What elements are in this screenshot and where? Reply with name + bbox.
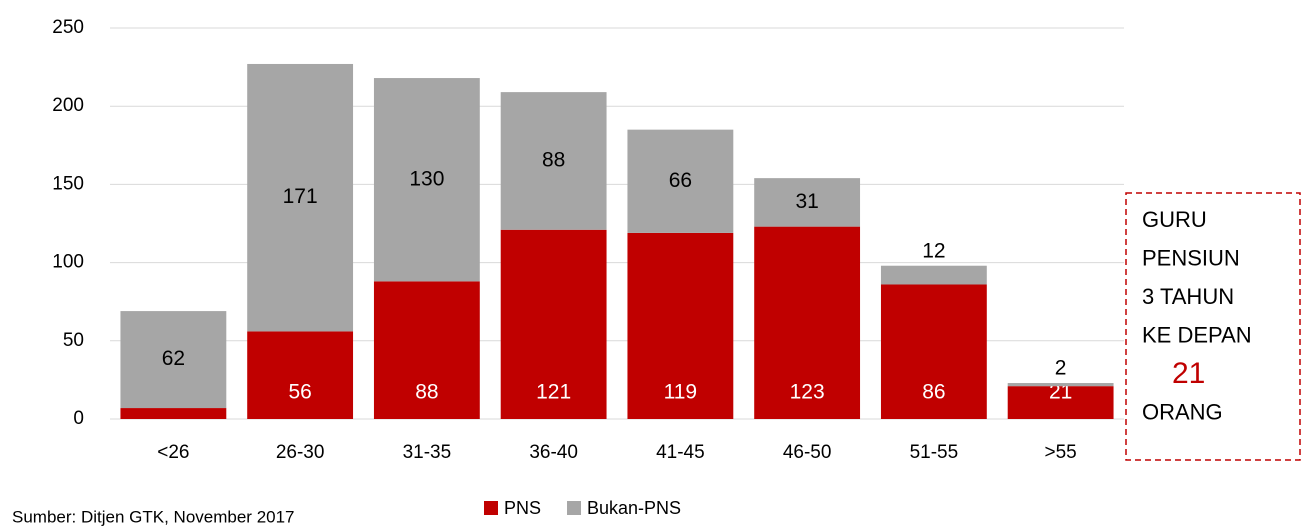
data-label: 88 <box>542 148 565 171</box>
annotation-line: 3 TAHUN <box>1142 284 1234 309</box>
bar-segment <box>373 281 480 419</box>
data-label: 62 <box>162 347 185 370</box>
x-tick-label: 31-35 <box>403 442 452 463</box>
legend-swatch <box>484 501 498 515</box>
bar-segment <box>373 78 480 282</box>
bar-segment <box>754 178 861 227</box>
data-label: 130 <box>409 167 444 190</box>
annotation-line: 21 <box>1172 357 1205 390</box>
annotation-line: ORANG <box>1142 399 1223 424</box>
bar-segment <box>500 92 607 230</box>
bar-segment <box>880 284 987 419</box>
data-label: 119 <box>664 381 697 404</box>
data-label: 12 <box>922 239 945 262</box>
bar-segment <box>627 129 734 233</box>
y-tick-label: 200 <box>52 95 84 116</box>
annotation-line: GURU <box>1142 207 1207 232</box>
bar-segment <box>120 311 227 409</box>
data-label: 66 <box>669 169 692 192</box>
source: Sumber: Ditjen GTK, November 2017 <box>12 507 295 526</box>
bar-segment <box>880 265 987 285</box>
bar-segment <box>247 331 354 419</box>
y-tick-label: 0 <box>73 408 84 429</box>
data-label: 21 <box>1049 381 1072 404</box>
bar-segment <box>120 408 227 419</box>
x-tick-label: 36-40 <box>529 442 578 463</box>
data-label: 123 <box>790 381 825 404</box>
legend-label: PNS <box>504 498 541 518</box>
data-label: 31 <box>795 190 818 213</box>
bar-segment <box>1007 383 1114 387</box>
legend-label: Bukan-PNS <box>587 498 681 518</box>
x-tick-label: 51-55 <box>910 442 959 463</box>
y-tick-label: 150 <box>52 173 84 194</box>
y-tick-label: 100 <box>52 252 84 273</box>
legend-swatch <box>567 501 582 515</box>
y-tick-label: 50 <box>63 330 84 351</box>
x-tick-label: 26-30 <box>276 442 325 463</box>
data-label: 171 <box>283 185 318 208</box>
data-label: 86 <box>922 381 945 404</box>
bar-segment <box>1007 386 1114 419</box>
annotation-line: PENSIUN <box>1142 245 1240 270</box>
bar-segment <box>627 232 734 419</box>
data-label: 56 <box>288 381 311 404</box>
x-tick-label: >55 <box>1045 442 1077 463</box>
x-tick-label: 46-50 <box>783 442 832 463</box>
bar-segment <box>500 229 607 419</box>
y-tick-label: 250 <box>52 17 84 38</box>
bar-segment <box>754 226 861 419</box>
x-tick-label: 41-45 <box>656 442 705 463</box>
data-label: 88 <box>415 381 438 404</box>
data-label: 121 <box>536 381 571 404</box>
bar-segment <box>247 63 354 332</box>
annotation-line: KE DEPAN <box>1142 322 1252 347</box>
x-tick-label: <26 <box>157 442 189 463</box>
data-label: 2 <box>1055 357 1067 380</box>
